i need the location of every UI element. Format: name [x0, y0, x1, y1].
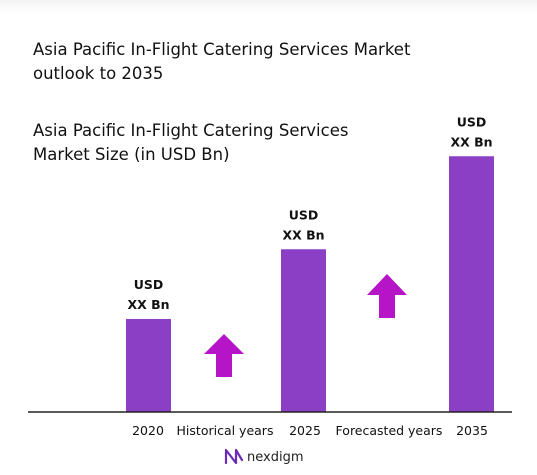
page-title-line1: Asia Pacific In-Flight Catering Services… — [33, 40, 411, 59]
x-tick-label-2020: 2020 — [132, 423, 164, 438]
bar-value-label-2020: USD — [134, 277, 164, 292]
bar-value-label-2025: USD — [289, 207, 319, 222]
bar-2020 — [126, 319, 171, 412]
chart-subtitle-line2: Market Size (in USD Bn) — [33, 145, 230, 164]
page-title-line2: outlook to 2035 — [33, 64, 163, 83]
bar-value-label-2020: XX Bn — [127, 297, 169, 312]
bar-value-label-2035: XX Bn — [450, 134, 492, 149]
top-band — [0, 0, 537, 14]
x-tick-label-2035: 2035 — [456, 423, 488, 438]
chart-subtitle-line1: Asia Pacific In-Flight Catering Services — [33, 121, 348, 140]
forecast-growth-arrow-icon — [367, 274, 407, 318]
period-label-historical: Historical years — [177, 423, 274, 438]
nexdigm-logo: nexdigm — [224, 448, 303, 465]
logo-wordmark: nexdigm — [247, 450, 303, 465]
x-tick-label-2025: 2025 — [289, 423, 321, 438]
plot-area: USD XX Bn 2020 USD XX Bn 2025 USD XX Bn 2035 Hist… — [28, 114, 512, 438]
bar-2035 — [449, 156, 494, 412]
bar-value-label-2025: XX Bn — [282, 227, 324, 242]
bar-2025 — [281, 249, 326, 412]
period-label-forecast: Forecasted years — [336, 423, 443, 438]
historical-growth-arrow-icon — [204, 334, 244, 377]
nexdigm-logo-icon — [224, 448, 244, 465]
bar-value-label-2035: USD — [457, 114, 487, 129]
